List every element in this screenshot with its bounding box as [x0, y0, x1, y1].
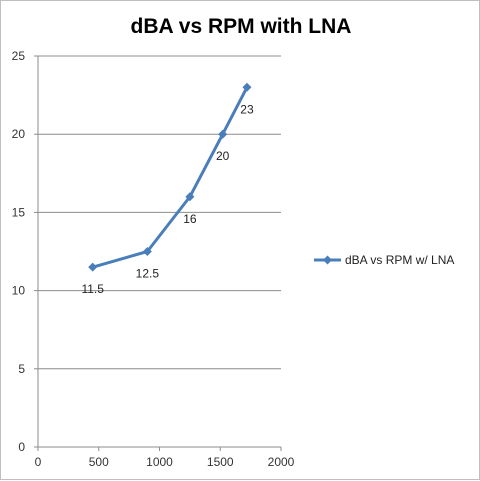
legend-label: dBA vs RPM w/ LNA — [345, 253, 454, 267]
y-tick-label: 10 — [12, 284, 26, 298]
series-line — [91, 85, 249, 269]
chart-title: dBA vs RPM with LNA — [131, 15, 352, 38]
data-label: 11.5 — [81, 282, 104, 296]
y-tick-label: 0 — [18, 440, 25, 454]
legend-marker — [323, 255, 332, 265]
x-tick-label: 2000 — [268, 455, 295, 469]
data-label: 20 — [216, 149, 230, 163]
y-tick-label: 15 — [12, 205, 26, 219]
x-tick-label: 500 — [89, 455, 109, 469]
data-point-marker — [242, 82, 252, 92]
axes: 0 5 10 15 20 25 0 500 1000 1500 2000 — [12, 49, 295, 469]
x-tick-label: 0 — [35, 455, 42, 469]
x-tick-label: 1500 — [207, 455, 234, 469]
x-tick-label: 1000 — [146, 455, 173, 469]
data-label: 16 — [183, 212, 197, 226]
data-point-marker — [142, 247, 152, 256]
series-group: 11.5 12.5 16 20 23 — [81, 82, 254, 296]
data-point-marker — [185, 192, 195, 202]
y-tick-label: 5 — [18, 362, 25, 376]
data-label: 23 — [240, 102, 254, 116]
y-tick-label: 25 — [12, 49, 26, 63]
y-tick-label: 20 — [12, 127, 26, 141]
legend: dBA vs RPM w/ LNA — [314, 253, 454, 267]
data-point-marker — [218, 129, 228, 139]
data-label: 12.5 — [136, 267, 160, 281]
gridlines — [38, 55, 281, 370]
data-point-marker — [88, 262, 98, 272]
